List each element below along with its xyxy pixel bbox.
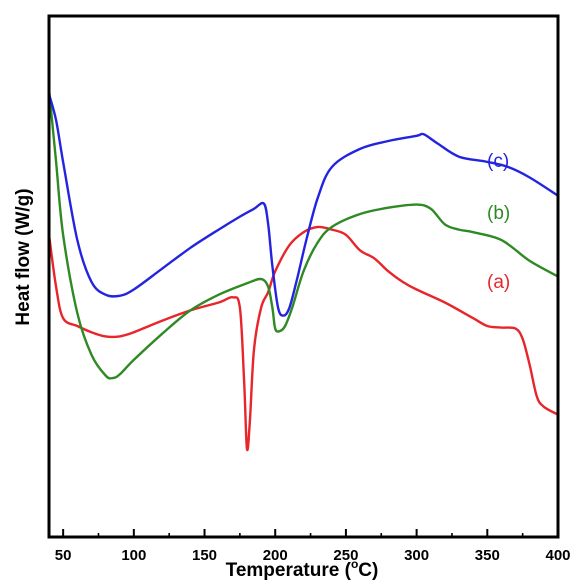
series-line-1 (47, 88, 559, 380)
plot-frame (47, 14, 560, 539)
x-tick-label-0: 50 (55, 547, 72, 564)
y-axis-title: Heat flow (W/g) (13, 188, 34, 325)
x-tick-label-4: 250 (333, 547, 358, 564)
curves-layer (47, 88, 559, 452)
series-labels-layer: (a) (b) (c) (487, 151, 510, 293)
series-label-1: (b) (487, 203, 510, 224)
x-tick-label-2: 150 (192, 547, 217, 564)
x-tick-label-6: 350 (475, 547, 500, 564)
x-axis-title-end: C) (358, 560, 378, 581)
x-ticks-layer: 50 100 150 200 250 300 350 400 (55, 529, 571, 564)
x-axis-title-sup: o (351, 557, 358, 571)
x-tick-label-5: 300 (404, 547, 429, 564)
x-tick-label-3: 200 (263, 547, 288, 564)
series-label-2: (c) (487, 151, 509, 172)
x-tick-label-1: 100 (121, 547, 146, 564)
series-label-0: (a) (487, 272, 510, 293)
x-tick-label-7: 400 (545, 547, 570, 564)
series-line-2 (47, 93, 559, 317)
x-axis-title: Temperature (oC) (226, 557, 379, 581)
x-axis-title-main: Temperature ( (226, 560, 352, 581)
series-line-0 (47, 225, 559, 452)
